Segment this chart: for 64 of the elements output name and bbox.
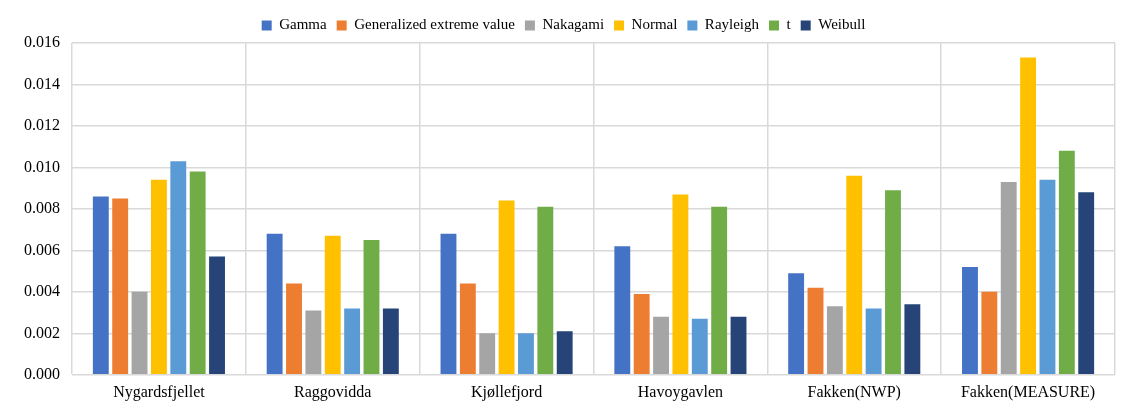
bar — [711, 206, 728, 375]
y-tick-label: 0.014 — [24, 74, 60, 92]
bar — [981, 291, 998, 375]
bar — [286, 283, 302, 375]
y-tick-label: 0.012 — [24, 116, 60, 134]
x-tick-label: Havoygavlen — [637, 382, 724, 401]
bar — [518, 333, 534, 375]
bar — [266, 233, 283, 375]
bar — [440, 233, 457, 375]
y-tick-label: 0.004 — [24, 282, 60, 300]
bar — [498, 200, 515, 375]
legend-label: Nakagami — [542, 16, 605, 33]
bar — [807, 287, 824, 375]
bar — [459, 283, 476, 375]
bar — [1058, 150, 1075, 375]
bar — [305, 310, 322, 375]
bar — [788, 273, 805, 375]
bar — [537, 206, 554, 375]
y-tick-label: 0.016 — [24, 33, 60, 51]
bar — [112, 198, 129, 375]
x-tick-label: Fakken(NWP) — [807, 382, 901, 401]
bar — [479, 333, 496, 375]
bar — [170, 161, 187, 375]
x-tick-label: Kjøllefjord — [471, 382, 543, 401]
y-tick-label: 0.000 — [24, 365, 60, 382]
bar — [826, 306, 843, 375]
bar — [1020, 57, 1037, 375]
bar — [363, 240, 380, 375]
bar — [1000, 181, 1017, 375]
bar — [633, 293, 650, 375]
bar — [209, 256, 225, 375]
legend-label: Generalized extreme value — [354, 16, 516, 33]
bar — [614, 246, 631, 375]
y-tick-label: 0.006 — [24, 240, 60, 258]
bar — [846, 175, 863, 375]
bar — [131, 291, 148, 375]
legend-label: Rayleigh — [704, 16, 760, 33]
bar — [865, 308, 882, 375]
legend-label: Gamma — [279, 16, 328, 33]
bar — [324, 235, 341, 375]
legend-label: t — [786, 16, 792, 33]
bar — [150, 179, 167, 375]
legend-label: Weibull — [818, 16, 866, 33]
bar — [556, 331, 573, 375]
x-tick-label: Nygardsfjellet — [113, 382, 206, 401]
bar — [189, 171, 206, 375]
bar — [904, 304, 921, 375]
y-tick-label: 0.010 — [24, 157, 60, 175]
bar — [92, 196, 109, 375]
bar — [653, 316, 669, 375]
legend-label: Normal — [631, 16, 678, 33]
x-tick-label: Raggovidda — [294, 382, 372, 401]
y-tick-label: 0.008 — [24, 199, 60, 217]
bar — [730, 316, 747, 375]
bar — [382, 308, 399, 375]
bar — [691, 318, 708, 375]
y-tick-label: 0.002 — [24, 323, 60, 341]
x-tick-label: Fakken(MEASURE) — [960, 382, 1096, 401]
bar — [672, 194, 689, 375]
bar — [344, 308, 361, 375]
bar — [1078, 192, 1095, 375]
bar — [962, 266, 978, 375]
bar — [1039, 179, 1056, 375]
bar — [885, 190, 901, 375]
